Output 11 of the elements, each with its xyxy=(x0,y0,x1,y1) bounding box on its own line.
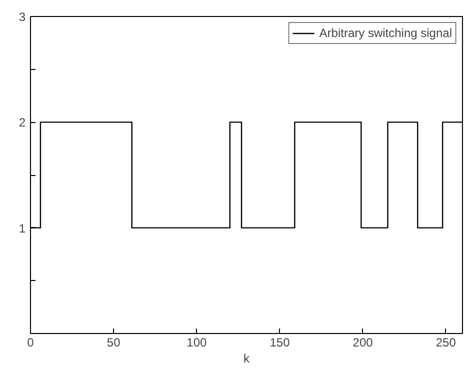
y-tick-label: 1 xyxy=(18,221,26,236)
x-tick-label: 250 xyxy=(436,336,456,350)
legend-label: Arbitrary switching signal xyxy=(319,26,452,40)
y-tick-label: 2 xyxy=(18,116,26,130)
y-tick-label: 3 xyxy=(18,10,26,24)
x-tick-label: 50 xyxy=(106,336,121,350)
x-tick-label: 150 xyxy=(270,336,290,350)
x-axis-title: k xyxy=(244,352,250,366)
x-tick-label: 100 xyxy=(186,336,207,350)
x-tick-label: 200 xyxy=(352,336,374,350)
x-tick-label: 0 xyxy=(27,336,34,350)
